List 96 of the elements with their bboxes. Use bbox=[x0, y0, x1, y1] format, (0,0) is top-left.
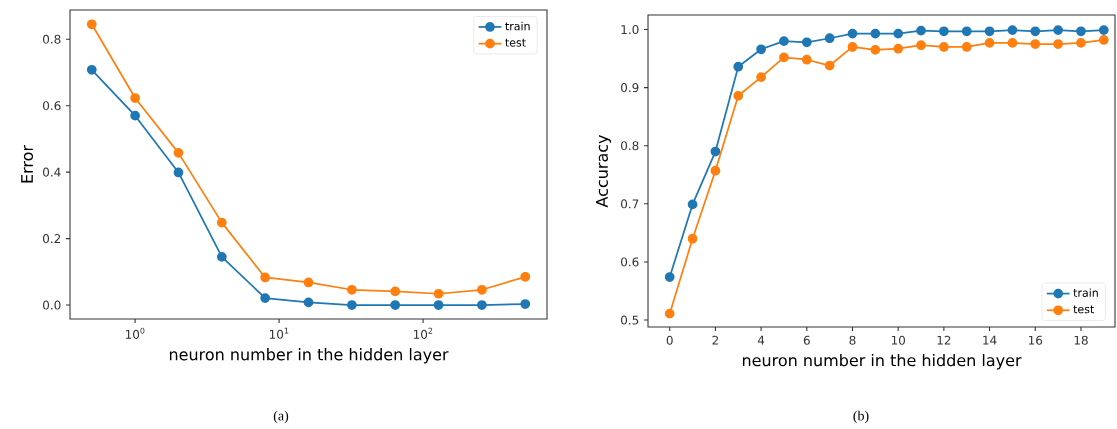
point bbox=[916, 25, 926, 36]
point bbox=[433, 288, 444, 299]
point bbox=[1098, 25, 1109, 35]
point bbox=[733, 90, 744, 101]
point bbox=[687, 199, 698, 210]
y-tick-label: 0.0 bbox=[43, 300, 61, 310]
point bbox=[1076, 38, 1086, 48]
point bbox=[86, 64, 97, 75]
point bbox=[477, 284, 487, 295]
legend-label: test bbox=[505, 38, 526, 47]
y-tick-label: 0.5 bbox=[621, 315, 639, 325]
y-tick-label: 0.8 bbox=[621, 141, 639, 151]
text: (a) bbox=[273, 410, 289, 424]
y-tick-label: 0.4 bbox=[43, 167, 61, 177]
point bbox=[1053, 25, 1063, 35]
x-tick-label: 2 bbox=[712, 335, 719, 345]
x-tick-label: 0 bbox=[666, 335, 673, 345]
point bbox=[984, 26, 995, 37]
point bbox=[870, 28, 881, 39]
point bbox=[303, 277, 314, 288]
point bbox=[260, 293, 271, 303]
y-tick-label: 0.6 bbox=[43, 101, 61, 111]
legend-label: train bbox=[505, 21, 530, 31]
y-tick-label: 0.9 bbox=[621, 83, 639, 93]
point bbox=[756, 44, 766, 55]
x-tick-label: 10$^{0}$ bbox=[125, 327, 145, 339]
y-tick-label: 0.6 bbox=[621, 257, 639, 267]
point bbox=[801, 54, 812, 65]
x-tick-label: 8 bbox=[849, 335, 856, 345]
point bbox=[390, 300, 401, 310]
point bbox=[779, 36, 789, 47]
point bbox=[477, 300, 487, 310]
point bbox=[870, 44, 881, 55]
point bbox=[687, 233, 698, 244]
point bbox=[1098, 35, 1109, 45]
point bbox=[1053, 39, 1063, 49]
x-tick-label: 14 bbox=[983, 335, 997, 345]
point bbox=[733, 61, 744, 72]
y-tick-label: 0.7 bbox=[621, 199, 639, 209]
x-axis-title: neuron number in the hidden layer bbox=[169, 348, 449, 364]
y-tick-label: 1.0 bbox=[621, 24, 639, 35]
point bbox=[664, 308, 675, 319]
x-tick-label: 12 bbox=[937, 335, 951, 345]
x-tick-label: 18 bbox=[1074, 335, 1088, 345]
point bbox=[130, 93, 140, 103]
legend-label: train bbox=[1073, 288, 1098, 297]
point bbox=[130, 110, 140, 121]
point bbox=[260, 272, 271, 283]
point bbox=[824, 33, 835, 44]
y-axis-title: Error bbox=[21, 144, 34, 183]
legend-label: test bbox=[1073, 305, 1094, 314]
point bbox=[520, 271, 531, 282]
point bbox=[433, 300, 444, 310]
point bbox=[756, 72, 766, 83]
y-axis-title: Accuracy bbox=[596, 134, 612, 208]
point bbox=[1030, 39, 1041, 49]
point bbox=[847, 42, 858, 52]
point bbox=[1076, 26, 1086, 37]
point bbox=[346, 284, 357, 295]
point bbox=[173, 167, 184, 178]
point bbox=[390, 286, 401, 297]
text: (b) bbox=[853, 410, 869, 424]
point bbox=[893, 43, 904, 54]
point bbox=[346, 300, 357, 310]
point bbox=[86, 19, 97, 30]
point bbox=[824, 60, 835, 71]
point bbox=[939, 26, 949, 37]
point bbox=[520, 299, 531, 309]
x-tick-label: 4 bbox=[757, 335, 765, 345]
point bbox=[801, 37, 812, 48]
point bbox=[710, 165, 721, 176]
x-tick-label: 6 bbox=[803, 335, 810, 345]
point bbox=[779, 52, 789, 63]
point bbox=[1007, 25, 1018, 35]
point bbox=[303, 297, 314, 308]
x-tick-label: 10 bbox=[891, 335, 906, 345]
y-tick-label: 0.8 bbox=[43, 34, 61, 44]
point bbox=[916, 40, 926, 51]
point bbox=[939, 42, 949, 52]
x-axis-title: neuron number in the hidden layer bbox=[742, 353, 1022, 370]
point bbox=[664, 272, 675, 282]
point bbox=[961, 26, 972, 37]
point bbox=[961, 42, 972, 52]
x-tick-label: 10$^{2}$ bbox=[413, 327, 433, 339]
x-tick-label: 16 bbox=[1028, 335, 1043, 345]
point bbox=[1030, 26, 1041, 37]
point bbox=[216, 251, 227, 262]
point bbox=[1007, 38, 1018, 48]
x-tick-label: 10$^{1}$ bbox=[269, 327, 289, 339]
point bbox=[984, 38, 995, 48]
point bbox=[216, 217, 227, 228]
point bbox=[173, 148, 184, 158]
point bbox=[710, 146, 721, 157]
point bbox=[847, 28, 858, 39]
y-tick-label: 0.2 bbox=[43, 234, 61, 244]
point bbox=[893, 28, 904, 39]
